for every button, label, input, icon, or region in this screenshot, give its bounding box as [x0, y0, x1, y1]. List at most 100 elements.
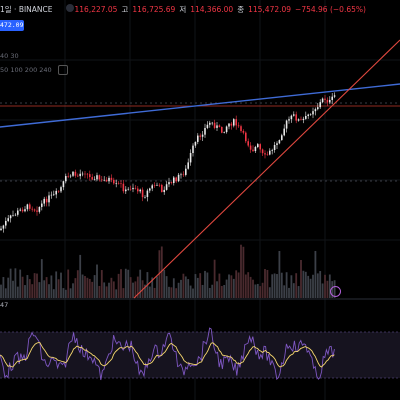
volume-bar [153, 287, 156, 298]
volume-bar [324, 274, 326, 298]
volume-bar [216, 281, 218, 298]
candle-body [137, 188, 139, 192]
candle-body [321, 98, 324, 103]
candle-body [283, 128, 285, 136]
volume-bar [225, 279, 228, 298]
volume-bar [52, 289, 55, 298]
volume-bar [297, 286, 300, 298]
volume-bar [76, 270, 79, 298]
volume-bar [98, 285, 101, 298]
candle-body [245, 132, 247, 142]
candle-body [281, 135, 283, 141]
volume-bar [196, 277, 199, 298]
volume-bar [223, 285, 226, 298]
volume-bar [285, 272, 288, 298]
candle-body [24, 209, 26, 212]
candle-body [125, 189, 127, 192]
volume-bar [165, 276, 168, 298]
candle-body [127, 188, 129, 190]
support-trendline[interactable] [133, 39, 400, 299]
volume-bar [129, 277, 132, 298]
candle-body [285, 120, 288, 129]
candle-body [319, 102, 321, 108]
resistance-trendline[interactable] [0, 83, 400, 128]
volume-bar [264, 269, 266, 298]
candle-body [230, 123, 233, 126]
candle-body [149, 188, 151, 191]
candle-body [204, 127, 206, 135]
volume-bar [319, 271, 322, 298]
volume-bar [43, 280, 46, 298]
candle-body [192, 145, 194, 154]
volume-bar [139, 269, 142, 298]
volume-bar [36, 273, 38, 298]
candle-body [309, 114, 312, 115]
volume-bar [64, 289, 67, 298]
candle-body [237, 125, 240, 127]
candle-body [257, 144, 259, 148]
volume-bar [208, 287, 211, 298]
volume-bar [228, 274, 230, 298]
candle-body [209, 122, 211, 125]
volume-bar [67, 269, 70, 298]
candle-body [67, 176, 69, 177]
close-value: 115,472.09 [248, 4, 292, 14]
tradingview-logo-icon[interactable] [330, 286, 341, 297]
candle-body [84, 173, 86, 175]
volume-bar [170, 287, 173, 298]
candle-body [144, 196, 146, 198]
volume-bar [259, 286, 262, 298]
candle-body [89, 174, 91, 178]
volume-bar [127, 269, 130, 298]
ma-legend-row-2: 50 100 200 240 [0, 65, 68, 75]
volume-bar [72, 283, 74, 298]
volume-bar [93, 275, 96, 298]
candle-body [221, 126, 223, 133]
candle-body [165, 184, 168, 190]
volume-bar [206, 272, 209, 298]
rsi-band [0, 332, 400, 378]
open-value: 116,227.05 [74, 4, 118, 14]
candle-body [9, 215, 12, 219]
volume-bar [180, 279, 182, 298]
candle-body [65, 176, 67, 182]
candle-body [194, 141, 197, 146]
candle-body [113, 179, 115, 184]
volume-bar [151, 277, 154, 298]
volume-bar [321, 283, 324, 298]
volume-bar [172, 278, 175, 298]
close-label: 종 [237, 4, 245, 14]
candle-body [120, 183, 122, 184]
candle-body [12, 214, 14, 216]
candle-body [201, 134, 204, 137]
volume-bar [136, 276, 139, 298]
volume-bar [266, 269, 269, 298]
volume-bar [290, 275, 293, 298]
candle-body [110, 177, 113, 180]
volume-bar [2, 277, 5, 298]
volume-bar [112, 281, 115, 298]
volume-bar [175, 288, 178, 298]
title-fragment[interactable]: 1일 · BINANCE [0, 4, 53, 14]
volume-bar [184, 276, 187, 298]
candle-body [333, 95, 336, 97]
candle-body [187, 162, 189, 169]
change-value: −754.96 (−0.65%) [295, 4, 366, 14]
volume-bar [268, 287, 271, 298]
volume-bar [96, 264, 98, 298]
candle-body [103, 179, 105, 181]
candle-body [326, 99, 329, 103]
candle-body [218, 125, 221, 127]
candle-body [21, 209, 24, 212]
volume-bar [194, 274, 197, 298]
status-dot-icon[interactable] [66, 4, 74, 12]
last-price-badge: 472.09 [0, 20, 24, 31]
candle-body [199, 135, 201, 137]
volume-bar [280, 272, 283, 298]
volume-bar [218, 273, 221, 298]
volume-bar [7, 277, 10, 298]
volume-bar [9, 268, 12, 298]
candle-body [45, 198, 48, 203]
visibility-toggle-icon[interactable] [57, 65, 68, 75]
